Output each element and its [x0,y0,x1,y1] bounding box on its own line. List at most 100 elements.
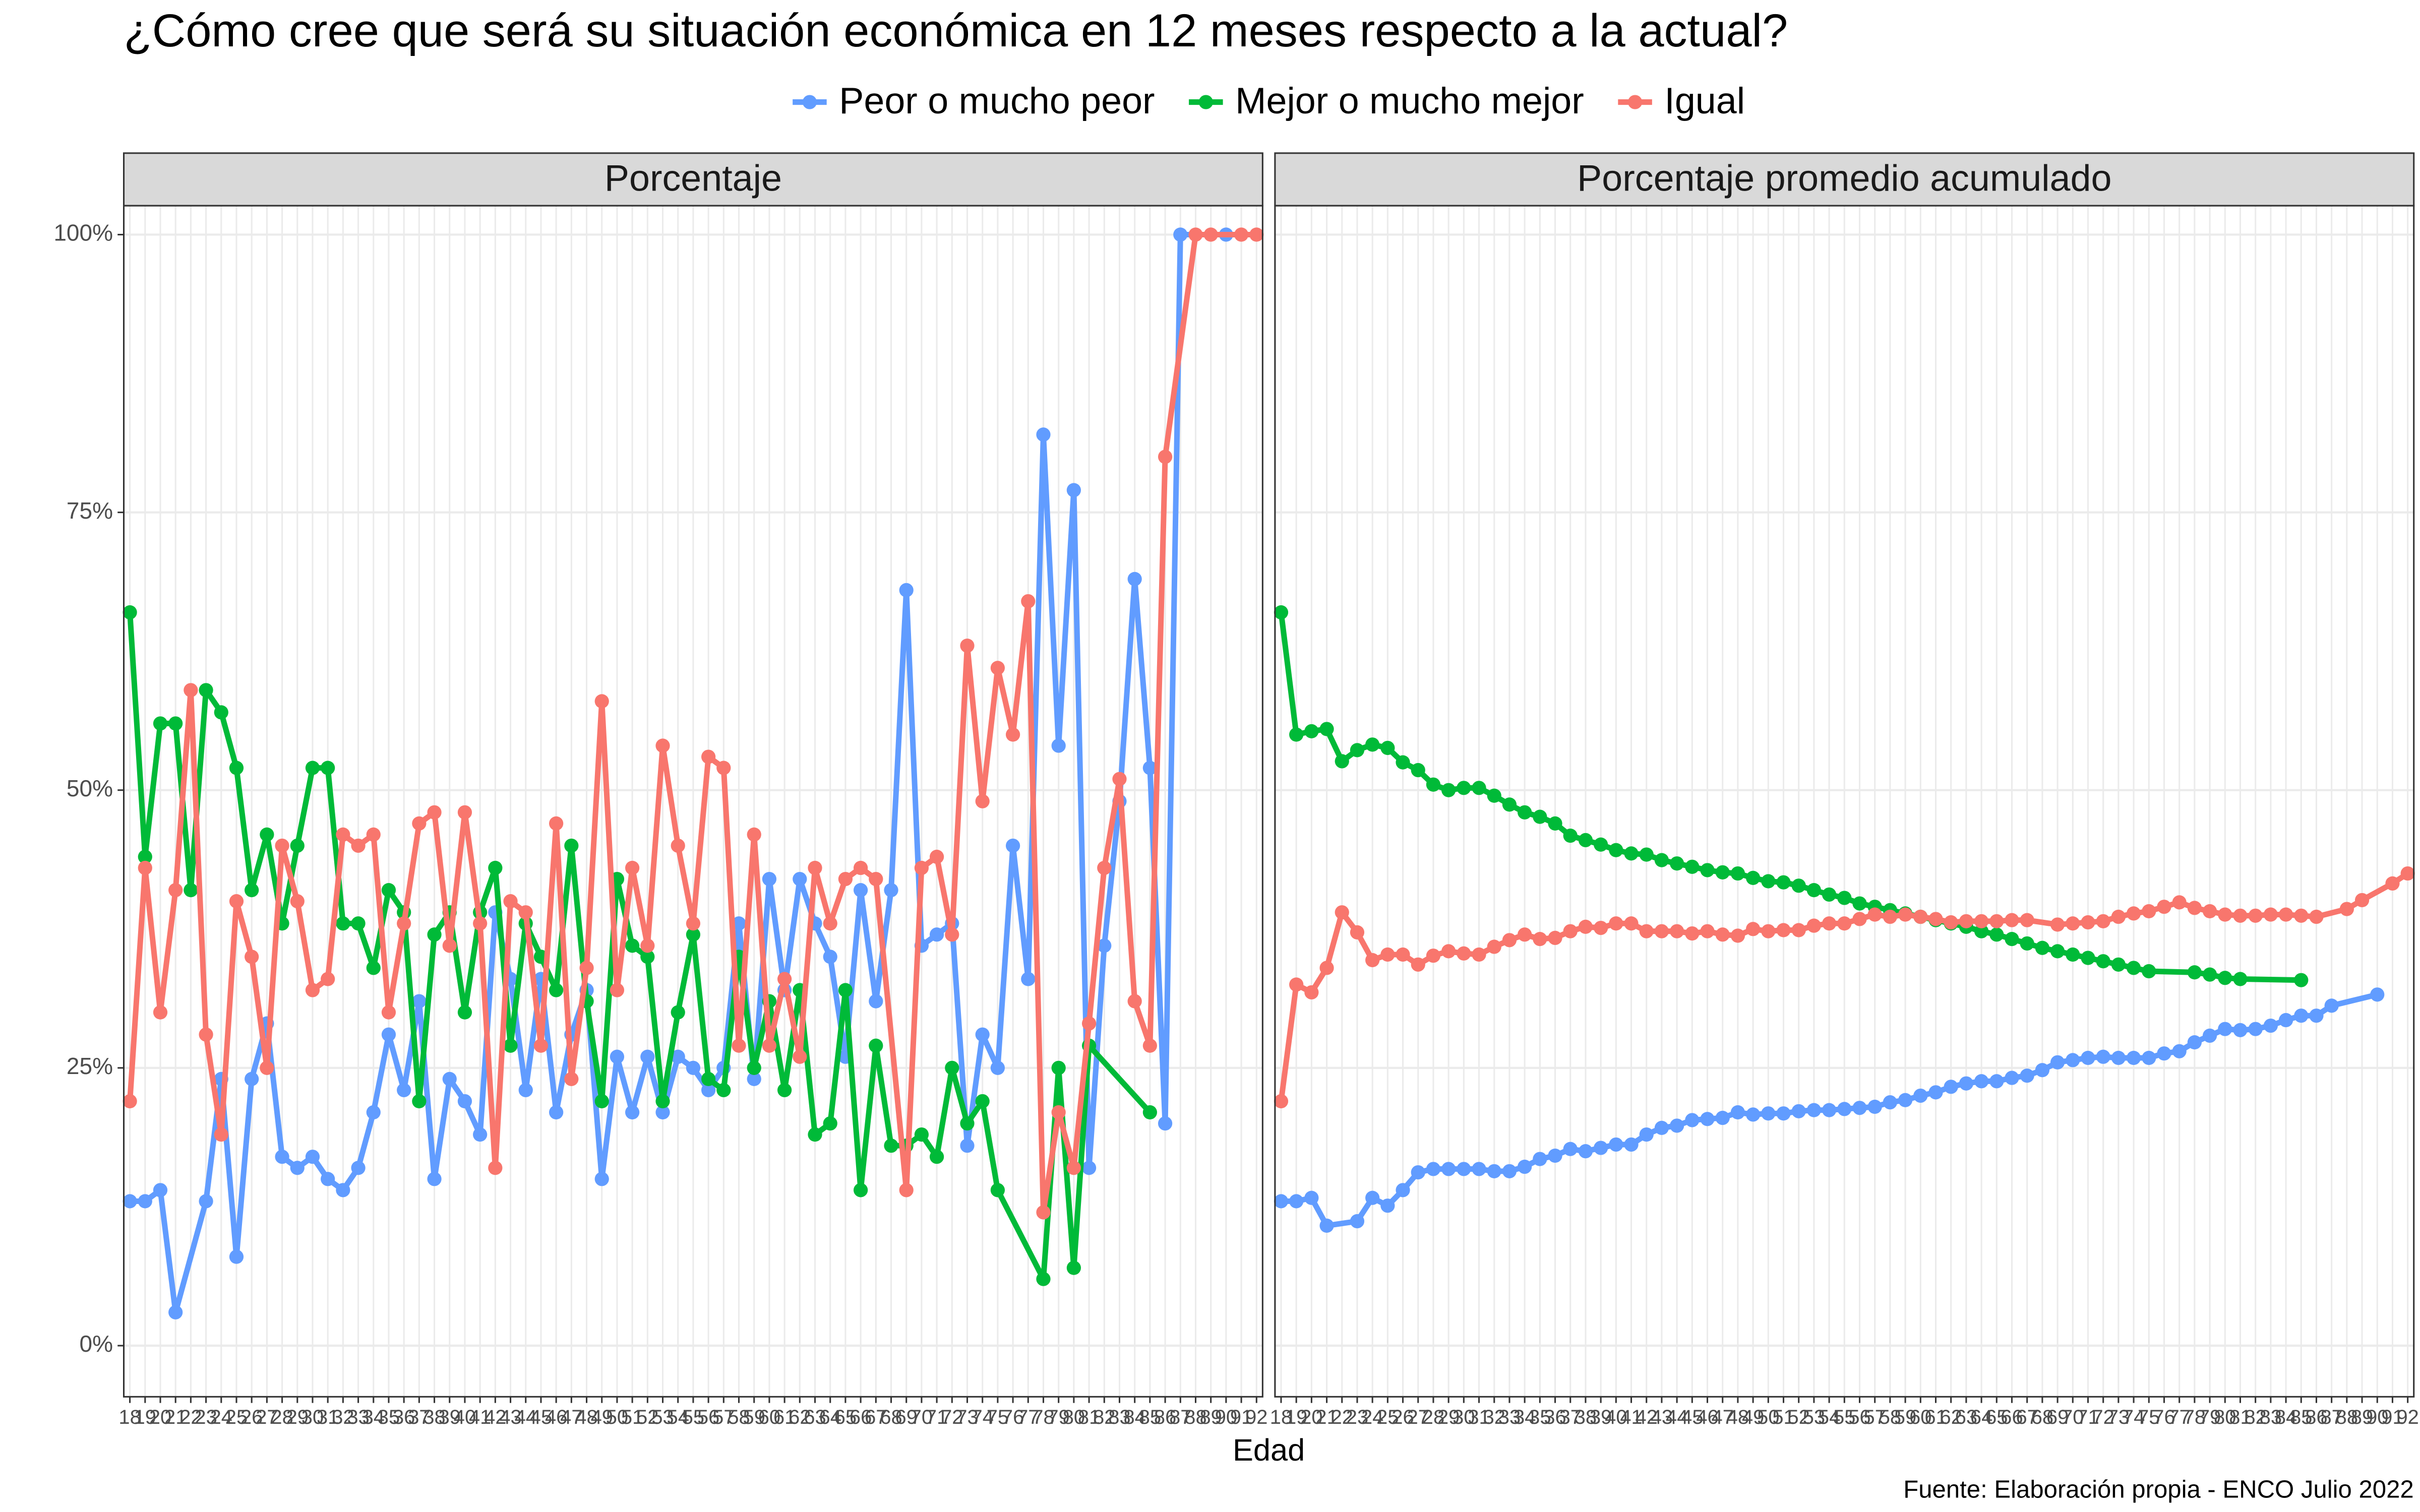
data-point [929,849,944,864]
data-point [1396,755,1410,770]
data-point [594,1094,609,1109]
data-point [1974,914,1989,928]
x-tick-label: 81 [2229,1406,2251,1428]
data-point [686,927,701,942]
x-tick-label: 62 [789,1406,811,1428]
data-point [1502,797,1517,812]
data-point [747,827,761,842]
data-point [2294,1009,2309,1023]
x-tick-label: 48 [575,1406,597,1428]
data-point [2126,906,2141,921]
data-point [2294,973,2309,987]
data-point [2081,1050,2095,1065]
data-point [2233,972,2248,986]
x-tick-label: 78 [2184,1406,2206,1428]
data-point [1472,1162,1486,1176]
data-point [2066,916,2080,931]
data-point [1898,1093,1913,1107]
data-point [899,583,914,598]
data-point [610,983,625,997]
data-point [412,994,427,1009]
data-point [1158,1116,1173,1131]
x-tick-label: 43 [1651,1406,1673,1428]
data-point [1380,740,1395,755]
legend-swatch-point [802,95,817,109]
data-point [747,1072,761,1087]
data-point [168,1305,183,1319]
data-point [1548,1148,1562,1163]
data-point [138,860,152,875]
data-point [2096,914,2110,928]
data-point [1289,727,1304,742]
data-point [1654,1120,1669,1135]
data-point [2202,1028,2217,1043]
data-point [960,1139,975,1153]
data-point [2233,908,2248,923]
data-point [473,916,488,931]
data-point [1066,483,1081,497]
data-point [2035,940,2050,955]
x-tick-label: 58 [1879,1406,1901,1428]
data-point [351,916,366,931]
data-point [701,749,716,764]
x-tick-label: 55 [682,1406,704,1428]
data-point [153,716,168,731]
data-point [1487,1164,1501,1178]
data-point [321,972,335,986]
x-tick-label: 64 [819,1406,841,1428]
data-point [1472,781,1486,795]
data-point [1685,1113,1700,1127]
data-point [853,860,868,875]
data-point [655,738,670,753]
x-tick-label: 19 [134,1406,156,1428]
data-point [1670,1118,1684,1133]
x-tick-label: 46 [545,1406,567,1428]
x-tick-label: 26 [240,1406,263,1428]
x-tick-label: 42 [484,1406,506,1428]
data-point [716,761,731,775]
data-point [1411,763,1425,778]
data-point [853,883,868,898]
data-point [1411,1165,1425,1180]
x-tick-label: 27 [256,1406,278,1428]
data-point [640,1049,655,1064]
data-point [671,1049,685,1064]
data-point [1426,1162,1441,1176]
x-tick-label: 77 [2168,1406,2190,1428]
x-tick-label: 75 [2138,1406,2160,1428]
data-point [2081,915,2095,930]
data-point [899,1183,914,1198]
x-tick-label: 19 [1285,1406,1307,1428]
data-point [2309,1009,2324,1023]
data-point [168,883,183,898]
x-tick-label: 67 [865,1406,887,1428]
x-tick-label: 26 [1392,1406,1414,1428]
data-point [1761,874,1776,889]
data-point [1974,1074,1989,1089]
x-tick-label: 50 [606,1406,628,1428]
x-tick-label: 63 [804,1406,826,1428]
data-point [1350,743,1365,758]
data-point [869,871,883,887]
y-tick-label: 75% [67,497,113,524]
x-tick-label: 21 [164,1406,187,1428]
x-tick-label: 77 [1017,1406,1039,1428]
data-point [1791,1104,1806,1118]
facet-strip [123,152,1263,207]
data-point [945,1060,959,1075]
x-tick-label: 72 [941,1406,963,1428]
series-line [127,231,1257,1215]
x-tick-label: 60 [1909,1406,1931,1428]
x-tick-label: 40 [1605,1406,1627,1428]
data-point [1365,737,1380,752]
data-point [1365,1190,1380,1205]
data-point [351,1161,366,1175]
data-point [2020,913,2034,927]
data-point [1685,926,1700,941]
data-point [2157,1046,2171,1061]
x-tick-label: 30 [1453,1406,1475,1428]
data-point [1457,1162,1471,1176]
data-point [1730,1105,1745,1120]
data-point [1609,843,1623,857]
data-point [1518,927,1532,942]
